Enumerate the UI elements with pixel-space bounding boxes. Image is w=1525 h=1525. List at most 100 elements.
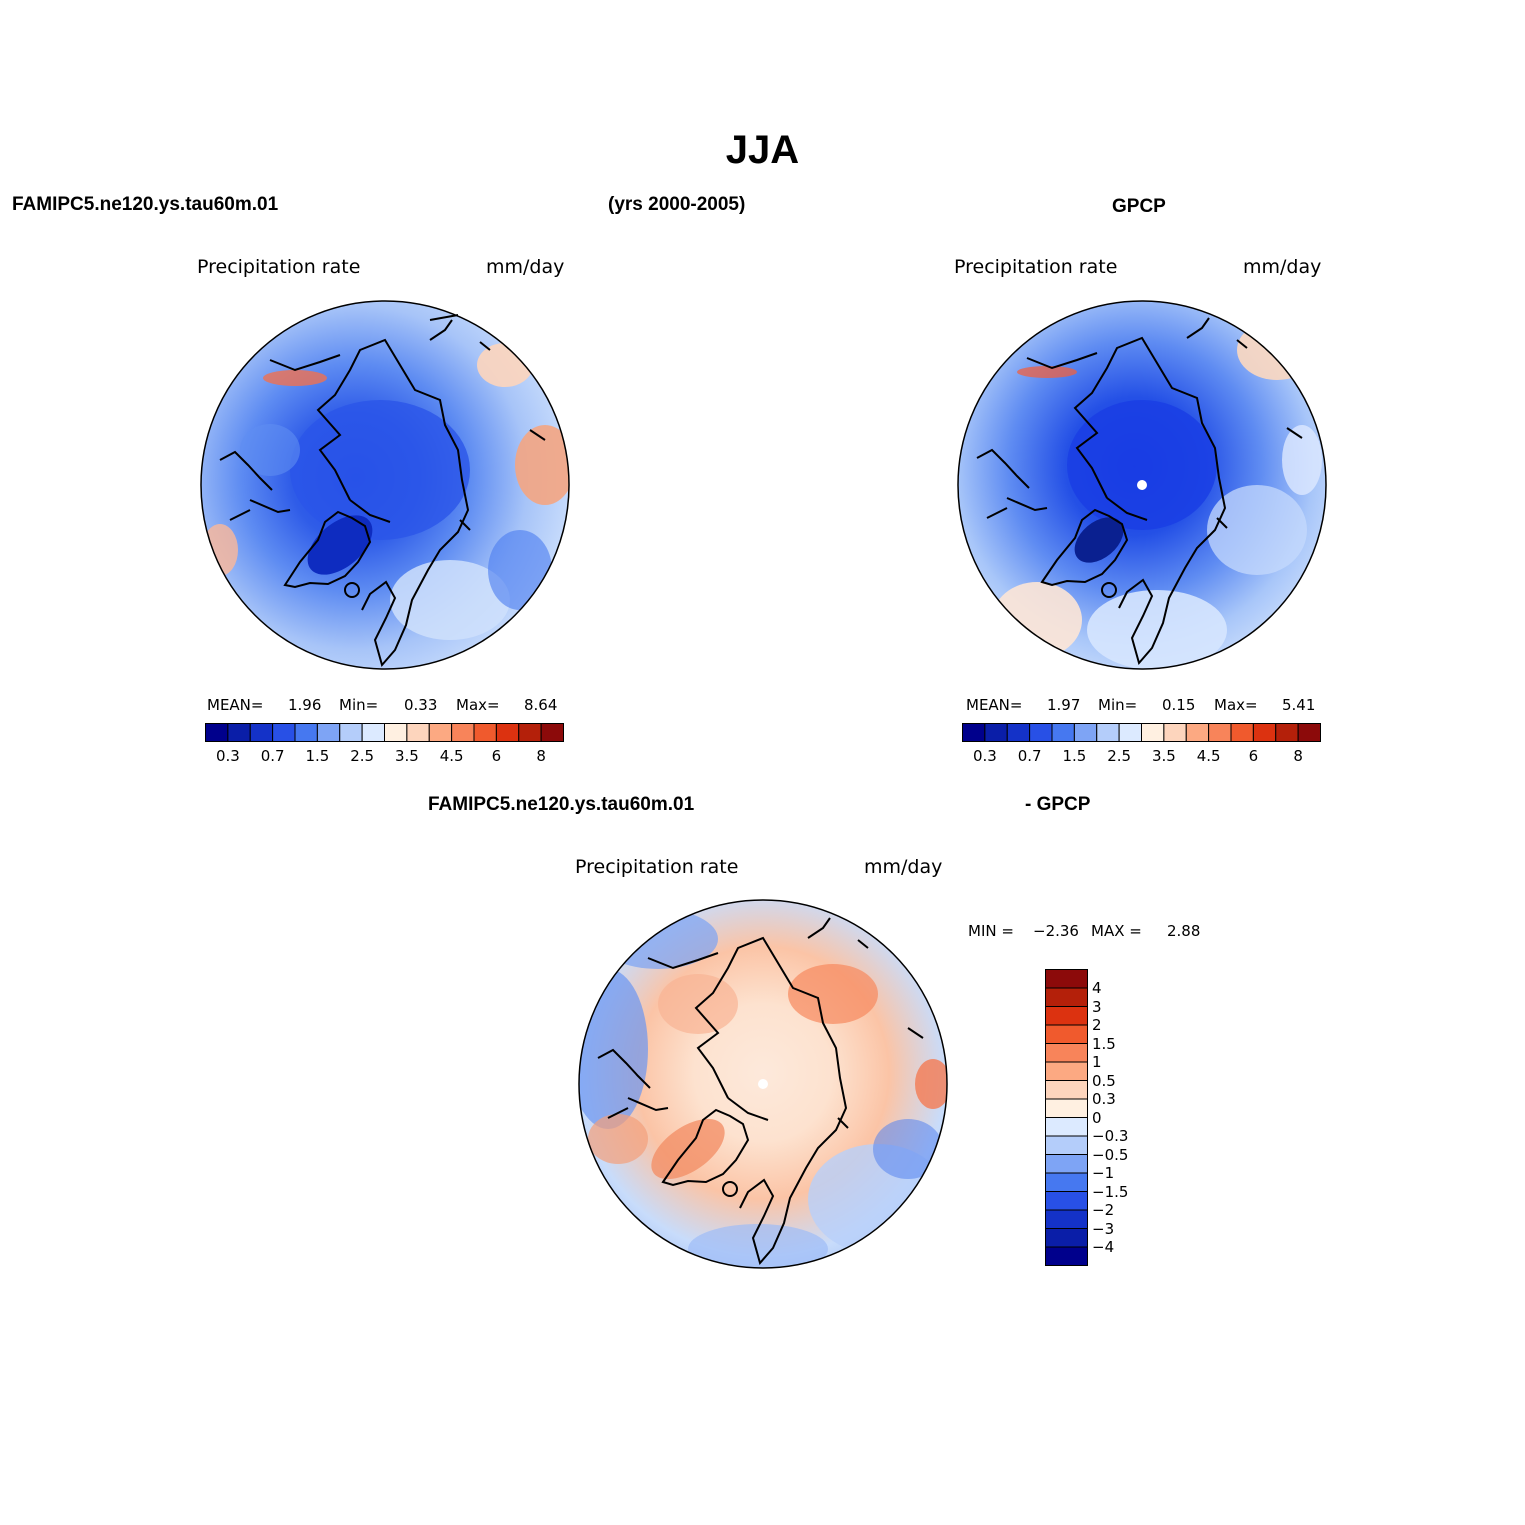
diff-model-label: FAMIPC5.ne120.ys.tau60m.01 — [428, 794, 695, 815]
diff-colorbar-swatch — [1045, 1172, 1088, 1192]
diff-colorbar-tick-label: 4 — [1092, 979, 1102, 997]
obs-colorbar-tick-label: 0.3 — [972, 747, 997, 765]
map-boundary — [957, 300, 1327, 670]
diff-colorbar-swatch — [1045, 1246, 1088, 1266]
obs-colorbar-swatch — [1230, 723, 1254, 742]
arctic-low-precip-region — [290, 400, 470, 540]
diff-colorbar-tick-label: −1 — [1092, 1164, 1115, 1182]
diff-colorbar-swatch — [1045, 1191, 1088, 1211]
obs-polar-map — [957, 300, 1327, 670]
model-colorbar-tick-label: 0.7 — [260, 747, 285, 765]
diff-colorbar-swatch — [1045, 1228, 1088, 1248]
obs-colorbar-tick-label: 4.5 — [1196, 747, 1221, 765]
obs-colorbar-tick-label: 6 — [1248, 747, 1259, 765]
model-variable-label: Precipitation rate — [197, 256, 361, 278]
model-colorbar-tick-label: 2.5 — [350, 747, 375, 765]
model-colorbar-tick-label: 8 — [536, 747, 546, 765]
diff-colorbar-tick-label: 0 — [1092, 1108, 1102, 1127]
diff-colorbar-tick-label: −0.3 — [1092, 1127, 1129, 1145]
diff-colorbar-swatch — [1045, 987, 1088, 1007]
greenland-minimum-region — [1074, 517, 1124, 563]
obs-colorbar-swatch — [1096, 723, 1120, 742]
model-colorbar-swatch — [495, 723, 520, 742]
model-colorbar — [205, 723, 564, 742]
obs-min-label: Min= — [1098, 696, 1138, 714]
model-min-label: Min= — [339, 696, 379, 714]
diff-colorbar-swatch — [1045, 1006, 1088, 1026]
coastlines — [597, 917, 924, 1266]
greenland-minimum-region — [307, 515, 373, 575]
pole-missing-data — [1137, 480, 1147, 490]
model-colorbar-tick-label: 3.5 — [394, 747, 419, 765]
obs-colorbar-swatch — [1163, 723, 1187, 742]
obs-colorbar-swatch — [1185, 723, 1210, 742]
model-colorbar-swatch — [272, 723, 296, 742]
obs-colorbar-swatch — [1006, 723, 1031, 742]
model-colorbar-swatch — [540, 723, 564, 742]
diff-max-label: MAX = — [1091, 922, 1142, 940]
model-colorbar-tick-label: 4.5 — [439, 747, 464, 765]
model-min-value: 0.33 — [404, 696, 438, 714]
obs-mean-value: 1.97 — [1047, 696, 1081, 714]
model-colorbar-swatch — [384, 723, 408, 742]
obs-colorbar-swatch — [1141, 723, 1165, 742]
model-units-label: mm/day — [486, 256, 565, 278]
figure-title: JJA — [725, 128, 800, 172]
diff-colorbar-swatch — [1045, 969, 1088, 989]
obs-colorbar-tick-label: 8 — [1293, 747, 1303, 765]
years-label: (yrs 2000-2005) — [608, 194, 746, 215]
model-colorbar-tick-label: 6 — [491, 747, 502, 765]
obs-colorbar-swatch — [1252, 723, 1277, 742]
diff-colorbar-tick-label: 0.3 — [1092, 1090, 1116, 1108]
high-precip-north — [1017, 366, 1077, 378]
model-colorbar-swatch — [316, 723, 341, 742]
model-colorbar-swatch — [205, 723, 229, 742]
diff-max-value: 2.88 — [1167, 922, 1201, 940]
diff-min-label: MIN = — [968, 922, 1014, 940]
obs-colorbar-swatch — [1029, 723, 1053, 742]
obs-colorbar-swatch — [1208, 723, 1232, 742]
obs-colorbar-swatch — [962, 723, 986, 742]
diff-polar-map — [578, 899, 948, 1269]
obs-max-value: 5.41 — [1282, 696, 1316, 714]
obs-variable-label: Precipitation rate — [954, 256, 1118, 278]
obs-colorbar-swatch — [1297, 723, 1321, 742]
diff-variable-label: Precipitation rate — [575, 856, 739, 878]
model-max-value: 8.64 — [524, 696, 558, 714]
diff-colorbar-swatch — [1045, 1080, 1088, 1100]
model-case-label: FAMIPC5.ne120.ys.tau60m.01 — [12, 194, 279, 215]
obs-colorbar-swatch — [1118, 723, 1142, 742]
diff-colorbar-tick-label: 0.5 — [1092, 1071, 1116, 1090]
model-colorbar-swatch — [473, 723, 497, 742]
obs-colorbar-tick-label: 2.5 — [1107, 747, 1132, 765]
obs-colorbar-swatch — [984, 723, 1008, 742]
diff-colorbar-swatch — [1045, 1043, 1088, 1063]
diff-colorbar-swatch — [1045, 1154, 1088, 1174]
obs-colorbar-tick-label: 1.5 — [1062, 747, 1087, 765]
model-colorbar-swatch — [361, 723, 385, 742]
diff-colorbar — [1045, 969, 1088, 1266]
diff-colorbar-swatch — [1045, 1117, 1088, 1137]
obs-max-label: Max= — [1214, 696, 1258, 714]
diff-colorbar-tick-label: −4 — [1092, 1238, 1115, 1256]
model-colorbar-swatch — [451, 723, 475, 742]
model-colorbar-tick-label: 0.3 — [215, 747, 240, 765]
coastlines — [219, 314, 546, 668]
diff-colorbar-tick-label: 1 — [1092, 1053, 1102, 1071]
diff-colorbar-tick-label: −2 — [1092, 1201, 1115, 1219]
diff-colorbar-swatch — [1045, 1098, 1088, 1118]
model-colorbar-swatch — [406, 723, 430, 742]
obs-colorbar — [962, 723, 1321, 742]
map-boundary — [578, 899, 948, 1269]
model-colorbar-swatch — [294, 723, 318, 742]
coastlines — [976, 317, 1303, 666]
diff-colorbar-tick-label: −3 — [1092, 1219, 1115, 1238]
obs-colorbar-tick-label: 0.7 — [1017, 747, 1042, 765]
diff-colorbar-tick-label: 3 — [1092, 997, 1102, 1016]
model-polar-map — [200, 300, 570, 670]
model-colorbar-swatch — [518, 723, 542, 742]
model-mean-value: 1.96 — [288, 696, 322, 714]
positive-anomaly-northeast — [788, 964, 878, 1024]
obs-dataset-label: GPCP — [1112, 196, 1166, 217]
diff-colorbar-tick-label: −0.5 — [1092, 1145, 1129, 1164]
